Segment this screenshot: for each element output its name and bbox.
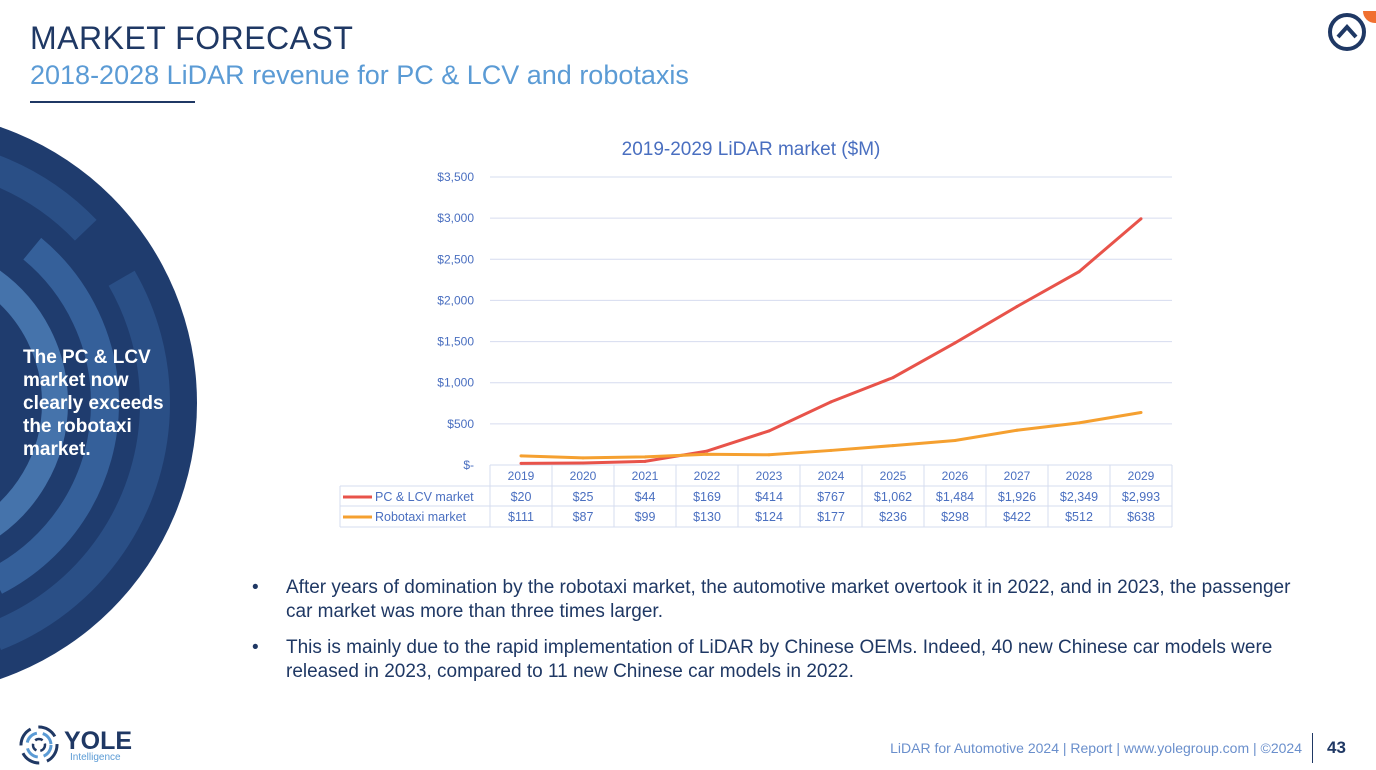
data-point bbox=[1139, 411, 1143, 415]
x-tick-label: 2019 bbox=[508, 469, 535, 483]
data-point bbox=[581, 456, 585, 460]
data-point bbox=[1139, 217, 1143, 221]
data-label: $44 bbox=[635, 490, 656, 504]
data-label: $169 bbox=[693, 490, 721, 504]
data-point bbox=[519, 454, 523, 458]
y-tick-label: $3,000 bbox=[437, 211, 474, 225]
data-label: $638 bbox=[1127, 510, 1155, 524]
data-label: $422 bbox=[1003, 510, 1031, 524]
back-to-top-icon[interactable] bbox=[1327, 11, 1376, 53]
y-tick-label: $1,500 bbox=[437, 335, 474, 349]
bullet-item: This is mainly due to the rapid implemen… bbox=[252, 636, 1320, 684]
footer-divider bbox=[1312, 733, 1313, 763]
page-number: 43 bbox=[1327, 738, 1346, 757]
y-tick-label: $- bbox=[463, 458, 474, 472]
data-label: $25 bbox=[573, 490, 594, 504]
data-label: $2,993 bbox=[1122, 490, 1160, 504]
line-chart: 2019-2029 LiDAR market ($M) $- $500 $1,000 $… bbox=[339, 139, 1173, 528]
yole-logo-icon bbox=[19, 725, 59, 765]
data-point bbox=[581, 461, 585, 465]
data-point bbox=[1015, 305, 1019, 309]
data-point bbox=[891, 444, 895, 448]
legend-label: Robotaxi market bbox=[375, 510, 467, 524]
data-label: $124 bbox=[755, 510, 783, 524]
data-point bbox=[705, 449, 709, 453]
x-tick-label: 2022 bbox=[694, 469, 721, 483]
data-label: $512 bbox=[1065, 510, 1093, 524]
data-point bbox=[1077, 421, 1081, 425]
data-label: $767 bbox=[817, 490, 845, 504]
data-label: $1,484 bbox=[936, 490, 974, 504]
data-point bbox=[705, 452, 709, 456]
data-point bbox=[1015, 428, 1019, 432]
side-callout: The PC & LCV market now clearly exceeds … bbox=[23, 347, 164, 460]
logo-name: YOLE bbox=[64, 727, 133, 755]
x-tick-label: 2021 bbox=[632, 469, 659, 483]
data-point bbox=[643, 455, 647, 459]
y-tick-label: $500 bbox=[447, 417, 474, 431]
data-label: $130 bbox=[693, 510, 721, 524]
data-label: $99 bbox=[635, 510, 656, 524]
y-tick-label: $2,000 bbox=[437, 293, 474, 307]
decorative-circle bbox=[0, 126, 197, 680]
data-point bbox=[829, 448, 833, 452]
y-tick-label: $3,500 bbox=[437, 170, 474, 184]
data-point bbox=[1077, 270, 1081, 274]
data-point bbox=[953, 438, 957, 442]
data-label: $1,062 bbox=[874, 490, 912, 504]
logo-sub: Intelligence bbox=[70, 752, 121, 763]
data-label: $87 bbox=[573, 510, 594, 524]
x-tick-label: 2023 bbox=[756, 469, 783, 483]
title-divider bbox=[30, 101, 195, 103]
legend-label: PC & LCV market bbox=[375, 490, 474, 504]
y-tick-label: $2,500 bbox=[437, 252, 474, 266]
x-tick-label: 2024 bbox=[818, 469, 845, 483]
x-tick-label: 2028 bbox=[1066, 469, 1093, 483]
data-label: $20 bbox=[511, 490, 532, 504]
x-tick-label: 2025 bbox=[880, 469, 907, 483]
page-title: MARKET FORECAST bbox=[30, 20, 354, 56]
footer-text: LiDAR for Automotive 2024 | Report | www… bbox=[890, 740, 1302, 756]
data-label: $2,349 bbox=[1060, 490, 1098, 504]
data-point bbox=[953, 341, 957, 345]
bullet-list: After years of domination by the robotax… bbox=[252, 576, 1320, 696]
x-tick-label: 2029 bbox=[1128, 469, 1155, 483]
data-point bbox=[519, 461, 523, 465]
x-tick-label: 2026 bbox=[942, 469, 969, 483]
chart-title: 2019-2029 LiDAR market ($M) bbox=[622, 139, 881, 160]
data-label: $298 bbox=[941, 510, 969, 524]
data-point bbox=[829, 400, 833, 404]
data-label: $1,926 bbox=[998, 490, 1036, 504]
y-tick-label: $1,000 bbox=[437, 376, 474, 390]
data-point bbox=[891, 376, 895, 380]
data-point bbox=[643, 459, 647, 463]
x-tick-label: 2027 bbox=[1004, 469, 1031, 483]
bullet-item: After years of domination by the robotax… bbox=[252, 576, 1320, 624]
data-label: $414 bbox=[755, 490, 783, 504]
data-label: $236 bbox=[879, 510, 907, 524]
page-subtitle: 2018-2028 LiDAR revenue for PC & LCV and… bbox=[30, 60, 689, 90]
data-label: $177 bbox=[817, 510, 845, 524]
x-tick-label: 2020 bbox=[570, 469, 597, 483]
data-label: $111 bbox=[508, 510, 534, 524]
data-point bbox=[767, 453, 771, 457]
data-point bbox=[767, 429, 771, 433]
